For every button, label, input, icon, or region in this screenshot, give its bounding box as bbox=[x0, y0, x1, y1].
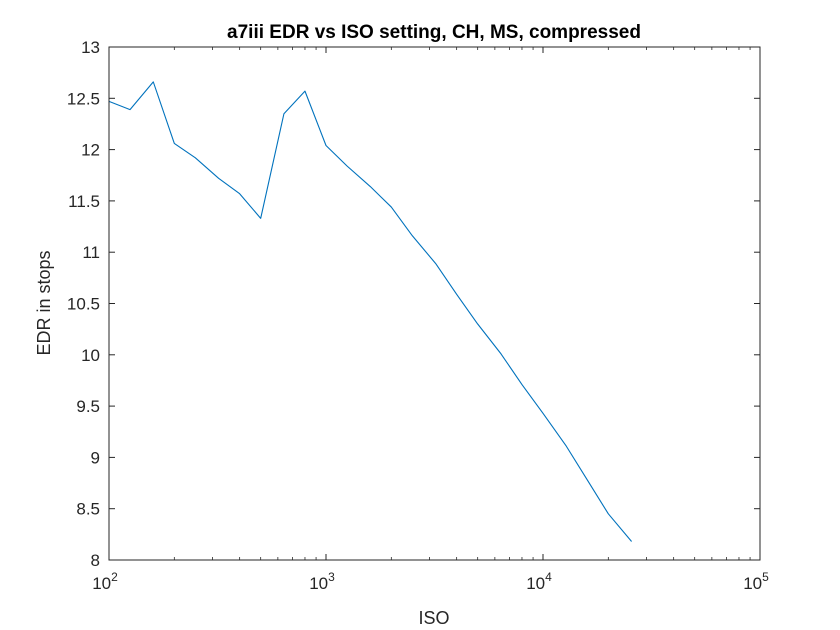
series-line-0 bbox=[108, 81, 633, 542]
y-tick-label: 8.5 bbox=[76, 500, 100, 519]
x-tick-label: 105 bbox=[743, 570, 769, 593]
y-axis-label: EDR in stops bbox=[34, 250, 54, 355]
y-tick-label: 11.5 bbox=[68, 192, 100, 211]
y-tick-label: 9.5 bbox=[76, 397, 100, 416]
y-tick-label: 10 bbox=[81, 346, 100, 365]
plot-area bbox=[109, 47, 760, 560]
y-tick-label: 12 bbox=[81, 141, 100, 160]
chart-title: a7iii EDR vs ISO setting, CH, MS, compre… bbox=[227, 22, 641, 43]
x-tick-label: 102 bbox=[92, 570, 118, 593]
y-tick-label: 12.5 bbox=[67, 89, 100, 108]
x-tick-label-base: 10 bbox=[743, 574, 762, 593]
x-tick-label-exponent: 3 bbox=[328, 570, 335, 584]
y-tick-label: 11 bbox=[82, 243, 100, 262]
y-tick-label: 10.5 bbox=[67, 295, 100, 314]
x-tick-label-exponent: 5 bbox=[762, 570, 769, 584]
series-layer bbox=[108, 81, 633, 542]
y-tick-label: 8 bbox=[91, 551, 100, 570]
y-tick-label: 9 bbox=[91, 448, 100, 467]
x-tick-label: 104 bbox=[526, 570, 552, 593]
x-tick-label-base: 10 bbox=[526, 574, 545, 593]
x-tick-label-base: 10 bbox=[309, 574, 328, 593]
x-tick-label-base: 10 bbox=[92, 574, 111, 593]
x-tick-label: 103 bbox=[309, 570, 335, 593]
x-tick-label-exponent: 2 bbox=[111, 570, 118, 584]
y-tick-label: 13 bbox=[81, 38, 100, 57]
x-tick-label-exponent: 4 bbox=[545, 570, 552, 584]
x-axis-label: ISO bbox=[418, 608, 449, 628]
